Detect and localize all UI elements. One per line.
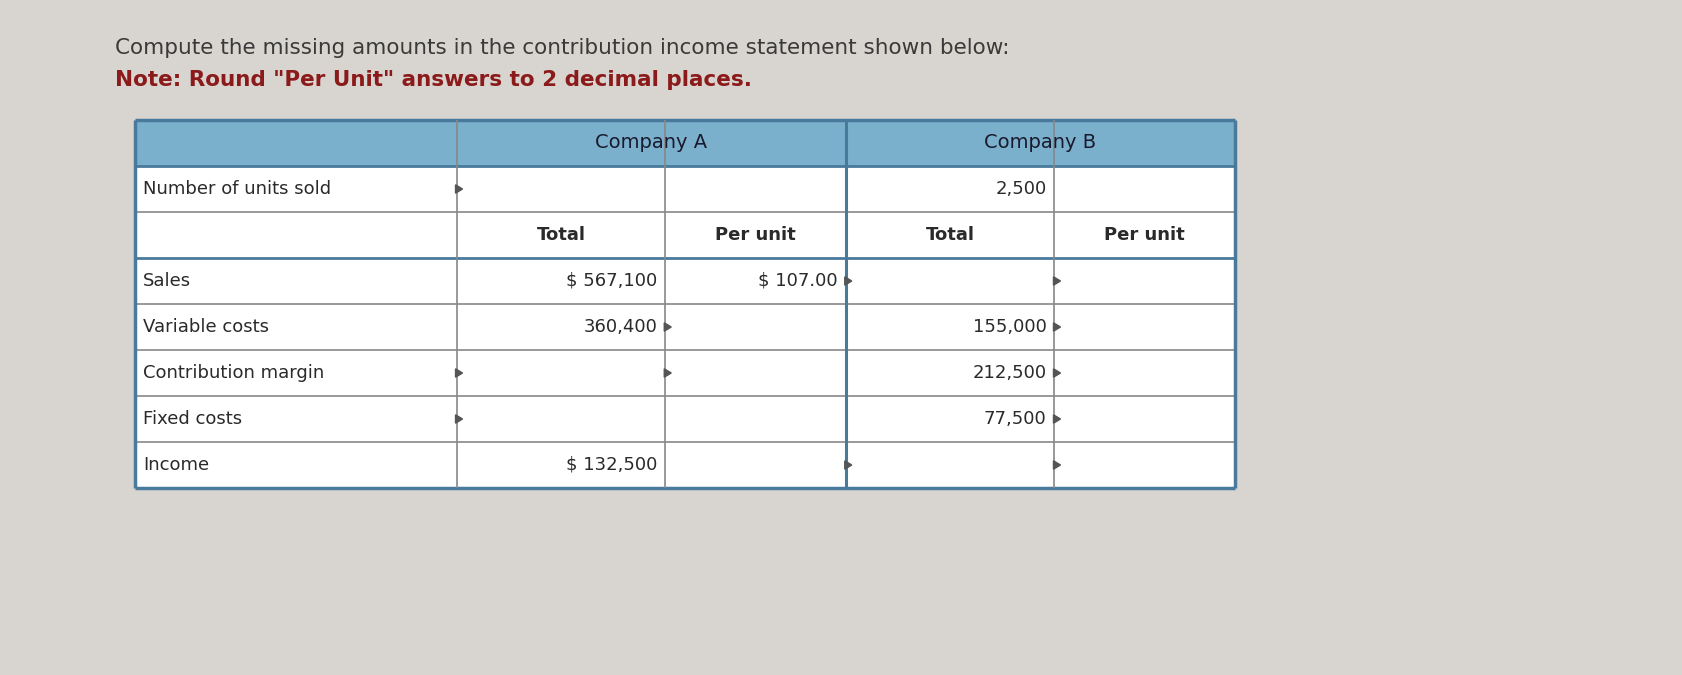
Text: Note: Round "Per Unit" answers to 2 decimal places.: Note: Round "Per Unit" answers to 2 deci… xyxy=(114,70,752,90)
Text: $ 567,100: $ 567,100 xyxy=(565,272,658,290)
Text: 212,500: 212,500 xyxy=(972,364,1046,382)
Bar xyxy=(1055,350,1235,396)
Text: 155,000: 155,000 xyxy=(972,318,1046,336)
Bar xyxy=(456,120,846,166)
Polygon shape xyxy=(664,323,671,331)
Polygon shape xyxy=(1053,277,1060,286)
Bar xyxy=(664,304,846,350)
Bar xyxy=(846,212,1055,258)
Text: Sales: Sales xyxy=(143,272,192,290)
Bar xyxy=(456,304,664,350)
Text: Total: Total xyxy=(537,226,585,244)
Bar xyxy=(456,212,664,258)
Bar xyxy=(846,442,1055,488)
Polygon shape xyxy=(456,369,463,377)
Polygon shape xyxy=(1053,323,1060,331)
Polygon shape xyxy=(1053,461,1060,469)
Bar xyxy=(1055,396,1235,442)
Bar xyxy=(664,350,846,396)
Text: Company A: Company A xyxy=(595,134,706,153)
Bar xyxy=(664,258,846,304)
Text: Number of units sold: Number of units sold xyxy=(143,180,331,198)
Bar xyxy=(1055,442,1235,488)
Bar xyxy=(846,304,1055,350)
Bar xyxy=(846,350,1055,396)
Text: 77,500: 77,500 xyxy=(984,410,1046,428)
Polygon shape xyxy=(456,415,463,423)
Polygon shape xyxy=(844,461,851,469)
Text: Per unit: Per unit xyxy=(1103,226,1184,244)
Bar xyxy=(664,442,846,488)
Text: Compute the missing amounts in the contribution income statement shown below:: Compute the missing amounts in the contr… xyxy=(114,38,1009,58)
Bar xyxy=(135,258,456,304)
Text: 2,500: 2,500 xyxy=(994,180,1046,198)
Bar xyxy=(135,396,456,442)
Bar xyxy=(135,350,456,396)
Bar xyxy=(1055,304,1235,350)
Bar xyxy=(135,304,456,350)
Bar xyxy=(135,120,456,166)
Bar xyxy=(846,120,1235,166)
Text: Variable costs: Variable costs xyxy=(143,318,269,336)
Bar xyxy=(456,258,664,304)
Bar xyxy=(664,396,846,442)
Text: $ 107.00: $ 107.00 xyxy=(757,272,838,290)
Text: Contribution margin: Contribution margin xyxy=(143,364,325,382)
Text: $ 132,500: $ 132,500 xyxy=(565,456,658,474)
Bar xyxy=(135,166,456,212)
Bar xyxy=(1055,258,1235,304)
Bar xyxy=(456,442,664,488)
Bar xyxy=(846,166,1055,212)
Bar xyxy=(846,258,1055,304)
Text: 360,400: 360,400 xyxy=(584,318,658,336)
Text: Total: Total xyxy=(925,226,974,244)
Text: Income: Income xyxy=(143,456,209,474)
Polygon shape xyxy=(664,369,671,377)
Polygon shape xyxy=(844,277,851,286)
Bar xyxy=(456,166,664,212)
Bar xyxy=(1055,166,1235,212)
Bar xyxy=(456,350,664,396)
Text: Company B: Company B xyxy=(984,134,1095,153)
Bar xyxy=(135,442,456,488)
Text: Per unit: Per unit xyxy=(715,226,796,244)
Bar xyxy=(456,396,664,442)
Bar xyxy=(664,212,846,258)
Bar xyxy=(846,396,1055,442)
Bar xyxy=(664,166,846,212)
Polygon shape xyxy=(456,185,463,193)
Bar xyxy=(135,212,456,258)
Polygon shape xyxy=(1053,369,1060,377)
Polygon shape xyxy=(1053,415,1060,423)
Text: Fixed costs: Fixed costs xyxy=(143,410,242,428)
Bar xyxy=(1055,212,1235,258)
